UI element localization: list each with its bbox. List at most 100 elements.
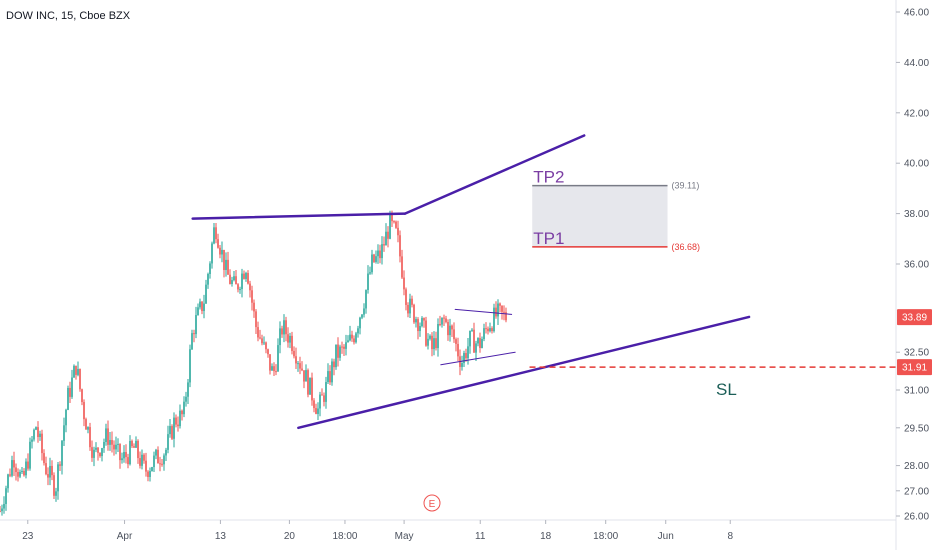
- candle-body: [407, 304, 409, 314]
- candle-body: [189, 349, 191, 383]
- candle-body: [377, 250, 379, 257]
- candle-body: [57, 464, 59, 492]
- candle-body: [241, 273, 243, 290]
- candle-body: [171, 426, 173, 439]
- candle-body: [307, 370, 309, 395]
- y-tick-label: 38.00: [904, 209, 929, 220]
- candle-body: [469, 330, 471, 347]
- candle-body: [359, 317, 361, 329]
- candle-body: [71, 377, 73, 397]
- candle-body: [237, 284, 239, 290]
- candle-body: [121, 458, 123, 461]
- event-marker-icon[interactable]: [423, 494, 441, 512]
- candle-body: [477, 338, 479, 344]
- candle-body: [179, 410, 181, 427]
- candle-body: [331, 361, 333, 383]
- candle-body: [391, 213, 393, 222]
- candle-body: [415, 319, 417, 323]
- candle-body: [51, 465, 53, 476]
- candle-body: [41, 433, 43, 454]
- candle-body: [141, 454, 143, 466]
- candle-body: [353, 338, 355, 343]
- candle-body: [301, 368, 303, 371]
- candle-body: [151, 467, 153, 472]
- x-tick-label: Apr: [117, 531, 133, 542]
- candle-body: [257, 327, 259, 338]
- trend-line: [297, 315, 751, 430]
- candle-body: [87, 427, 89, 430]
- candle-body: [79, 368, 81, 390]
- candle-body: [229, 274, 231, 284]
- candle-body: [83, 402, 85, 420]
- candle-body: [329, 371, 331, 383]
- candle-body: [421, 318, 423, 327]
- candle-body: [27, 461, 29, 469]
- candle-body: [387, 231, 389, 239]
- candle-body: [61, 440, 63, 466]
- price-badge-label: 33.89: [902, 313, 927, 324]
- candle-body: [389, 213, 391, 239]
- candle-body: [213, 227, 215, 244]
- candle-body: [275, 371, 277, 373]
- y-tick-label: 26.00: [904, 512, 929, 523]
- candle-body: [245, 273, 247, 279]
- candle-body: [413, 304, 415, 323]
- annotations-layer: TP2 TP1 (39.11) (36.68) SL E: [423, 168, 737, 512]
- tp1-value-label: (36.68): [672, 242, 701, 252]
- candle-body: [291, 335, 293, 351]
- candle-body: [363, 308, 365, 315]
- candle-body: [453, 329, 455, 340]
- candle-body: [251, 290, 253, 303]
- candle-body: [395, 221, 397, 228]
- x-tick-label: 8: [727, 531, 733, 542]
- candle-body: [305, 370, 307, 382]
- candle-body: [239, 289, 241, 291]
- candle-body: [373, 254, 375, 262]
- candle-body: [219, 247, 221, 255]
- x-tick-label: 18:00: [332, 531, 357, 542]
- price-badge-label: 31.91: [902, 363, 927, 374]
- candle-body: [111, 440, 113, 445]
- candle-body: [203, 303, 205, 312]
- candle-body: [103, 442, 105, 449]
- candle-body: [3, 504, 5, 509]
- candle-body: [209, 263, 211, 275]
- candle-body: [437, 324, 439, 349]
- candle-body: [99, 452, 101, 457]
- candle-body: [439, 324, 441, 326]
- candle-body: [327, 371, 329, 383]
- candle-body: [285, 320, 287, 335]
- tp2-label: TP2: [533, 168, 564, 187]
- x-tick-label: 13: [215, 531, 227, 542]
- candle-body: [411, 298, 413, 305]
- candle-body: [299, 363, 301, 369]
- candle-body: [259, 337, 261, 339]
- candle-body: [343, 346, 345, 349]
- candle-body: [153, 455, 155, 468]
- candle-body: [0, 510, 1, 512]
- candle-body: [303, 370, 305, 382]
- chart-header: DOW INC, 15, Cboe BZX: [6, 10, 131, 22]
- candle-body: [201, 301, 203, 312]
- candle-body: [489, 328, 491, 332]
- candle-body: [175, 417, 177, 425]
- candle-body: [447, 322, 449, 336]
- candle-body: [91, 447, 93, 458]
- candle-body: [393, 221, 395, 223]
- candle-body: [101, 448, 103, 457]
- candle-body: [23, 470, 25, 476]
- candle-body: [461, 363, 463, 367]
- candle-body: [479, 338, 481, 348]
- trend-line: [403, 134, 586, 215]
- candle-body: [347, 340, 349, 343]
- candles-layer: [0, 210, 507, 516]
- candle-body: [475, 343, 477, 353]
- candle-body: [133, 446, 135, 448]
- candle-body: [465, 353, 467, 359]
- candle-body: [279, 328, 281, 346]
- plot-area[interactable]: [0, 0, 896, 520]
- candle-body: [119, 443, 121, 461]
- candle-body: [129, 440, 131, 465]
